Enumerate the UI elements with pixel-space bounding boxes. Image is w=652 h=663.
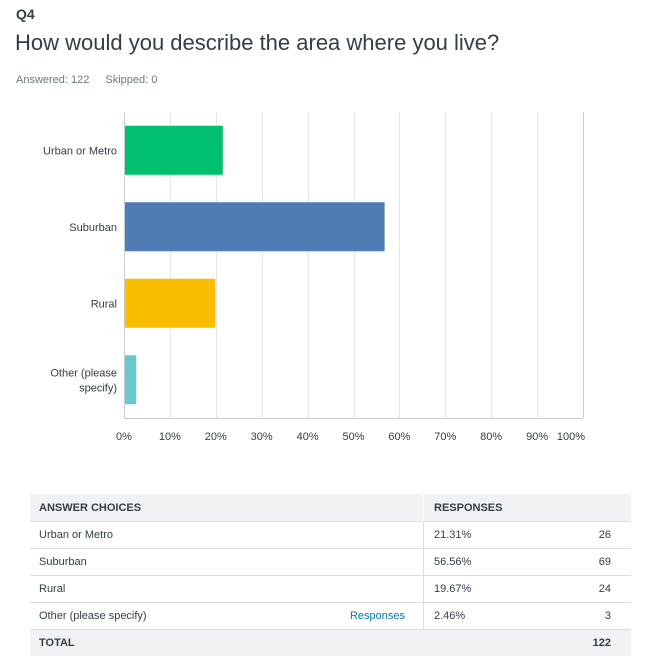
results-table: ANSWER CHOICES RESPONSES Urban or Metro … xyxy=(30,494,631,656)
bar xyxy=(125,355,137,405)
table-row: Other (please specify) Responses 2.46% 3 xyxy=(30,602,631,630)
answer-choice: Rural xyxy=(30,575,261,603)
x-tick-label: 70% xyxy=(434,431,456,443)
bar xyxy=(125,278,216,328)
response-percent: 21.31% xyxy=(423,521,542,549)
response-percent: 19.67% xyxy=(423,575,542,603)
category-label: Other (please specify) xyxy=(50,367,117,394)
question-title: How would you describe the area where yo… xyxy=(15,30,500,55)
x-tick-label: 0% xyxy=(116,431,132,443)
bar xyxy=(125,125,223,175)
bar-chart: Urban or Metro Suburban Rural Other (please… xyxy=(43,112,585,443)
question-number: Q4 xyxy=(16,6,35,22)
x-tick-label: 100% xyxy=(557,431,585,443)
responses-link-cell xyxy=(260,521,424,549)
total-row: TOTAL 122 xyxy=(30,629,631,656)
x-tick-label: 60% xyxy=(388,431,410,443)
x-tick-label: 20% xyxy=(205,431,227,443)
total-count: 122 xyxy=(542,629,631,656)
chart-category-labels: Urban or Metro Suburban Rural Other (please… xyxy=(43,145,117,394)
x-tick-label: 90% xyxy=(526,431,548,443)
chart-x-axis: 0% 10% 20% 30% 40% 50% 60% 70% 80% 90% 100% xyxy=(116,431,585,443)
response-count: 3 xyxy=(542,602,631,630)
answer-choices-header: ANSWER CHOICES xyxy=(30,494,424,522)
table-row: Urban or Metro 21.31% 26 xyxy=(30,521,631,549)
response-count: 69 xyxy=(542,548,631,576)
table-row: Rural 19.67% 24 xyxy=(30,575,631,603)
responses-link-cell xyxy=(260,548,424,576)
answer-choice: Suburban xyxy=(30,548,261,576)
answer-choice: Urban or Metro xyxy=(30,521,261,549)
skipped-count: Skipped: 0 xyxy=(105,74,158,86)
responses-link-cell xyxy=(260,575,424,603)
x-tick-label: 10% xyxy=(159,431,181,443)
response-count: 26 xyxy=(542,521,631,549)
total-label: TOTAL xyxy=(30,629,424,656)
answer-choice: Other (please specify) xyxy=(30,602,261,630)
x-tick-label: 30% xyxy=(251,431,273,443)
responses-header: RESPONSES xyxy=(423,494,631,522)
responses-link[interactable]: Responses xyxy=(260,602,424,630)
response-percent: 56.56% xyxy=(423,548,542,576)
bar xyxy=(125,202,385,252)
category-label: Rural xyxy=(91,298,117,310)
x-tick-label: 40% xyxy=(297,431,319,443)
response-count: 24 xyxy=(542,575,631,603)
response-percent: 2.46% xyxy=(423,602,542,630)
chart-bars xyxy=(125,125,385,405)
category-label: Urban or Metro xyxy=(43,145,117,157)
x-tick-label: 80% xyxy=(480,431,502,443)
response-stats: Answered: 122 Skipped: 0 xyxy=(16,74,157,86)
total-spacer xyxy=(423,629,542,656)
x-tick-label: 50% xyxy=(342,431,364,443)
table-header-row: ANSWER CHOICES RESPONSES xyxy=(30,494,631,522)
category-label: Suburban xyxy=(69,222,117,234)
answered-count: Answered: 122 xyxy=(16,74,90,86)
table-row: Suburban 56.56% 69 xyxy=(30,548,631,576)
